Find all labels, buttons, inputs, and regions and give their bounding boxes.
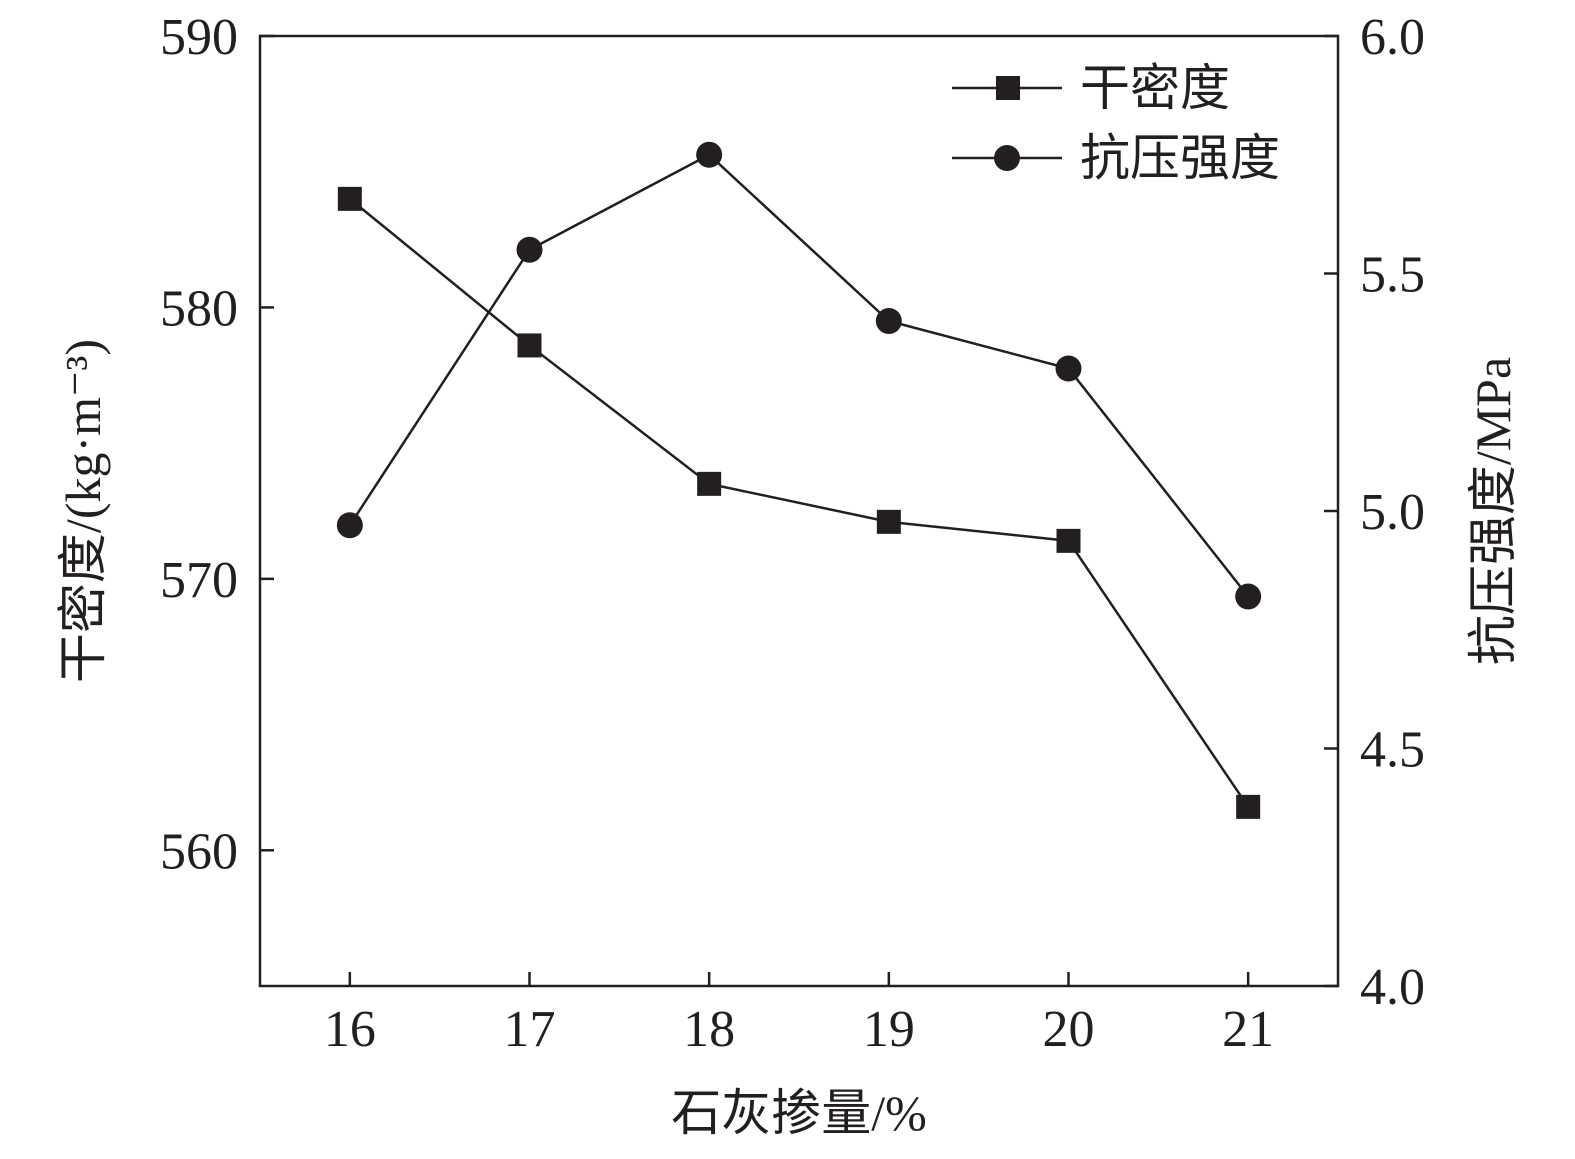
x-axis-ticks: 16 17 18 19 20 21	[324, 972, 1274, 1058]
y-right-tick-label: 4.5	[1360, 722, 1425, 779]
x-tick-label: 19	[863, 1001, 915, 1058]
legend-square-marker	[996, 76, 1020, 100]
circle-data-point	[696, 141, 723, 168]
square-data-point	[697, 471, 722, 496]
x-tick-label: 16	[324, 1001, 376, 1058]
legend-circle-marker	[994, 145, 1020, 171]
series-line-1	[349, 197, 1250, 808]
square-data-point	[337, 186, 362, 211]
circle-data-point	[1235, 583, 1262, 610]
y-right-tick-label: 5.0	[1360, 484, 1425, 541]
circle-data-point	[516, 236, 543, 263]
x-tick-label: 18	[683, 1001, 735, 1058]
square-data-point	[876, 509, 901, 534]
y-right-tick-label: 6.0	[1360, 9, 1425, 66]
square-data-point	[1056, 528, 1081, 553]
y-left-axis-ticks: 560 570 580 590	[160, 9, 274, 880]
square-data-point	[517, 333, 542, 358]
square-data-point	[1236, 794, 1261, 819]
series-layer	[336, 141, 1262, 819]
legend-label: 干密度	[1080, 60, 1230, 116]
y-left-axis-title: 干密度/(kg·m⁻³)	[55, 339, 111, 683]
circle-data-point	[1055, 355, 1082, 382]
circle-data-point	[336, 512, 363, 539]
y-right-axis-ticks: 4.0 4.5 5.0 5.5 6.0	[1324, 9, 1425, 1016]
y-left-tick-label: 560	[160, 823, 238, 880]
x-axis-title: 石灰掺量/%	[671, 1085, 927, 1141]
y-left-tick-label: 590	[160, 9, 238, 66]
series-line-2	[348, 153, 1250, 598]
y-left-tick-label: 580	[160, 280, 238, 337]
circle-data-point	[875, 308, 902, 334]
y-right-tick-label: 5.5	[1360, 247, 1425, 304]
x-tick-label: 17	[504, 1001, 556, 1058]
legend-label: 抗压强度	[1080, 130, 1280, 186]
y-left-tick-label: 570	[160, 552, 238, 609]
x-tick-label: 20	[1043, 1001, 1095, 1058]
y-right-axis-title: 抗压强度/MPa	[1465, 357, 1521, 665]
y-right-tick-label: 4.0	[1360, 959, 1425, 1016]
x-tick-label: 21	[1222, 1001, 1274, 1058]
